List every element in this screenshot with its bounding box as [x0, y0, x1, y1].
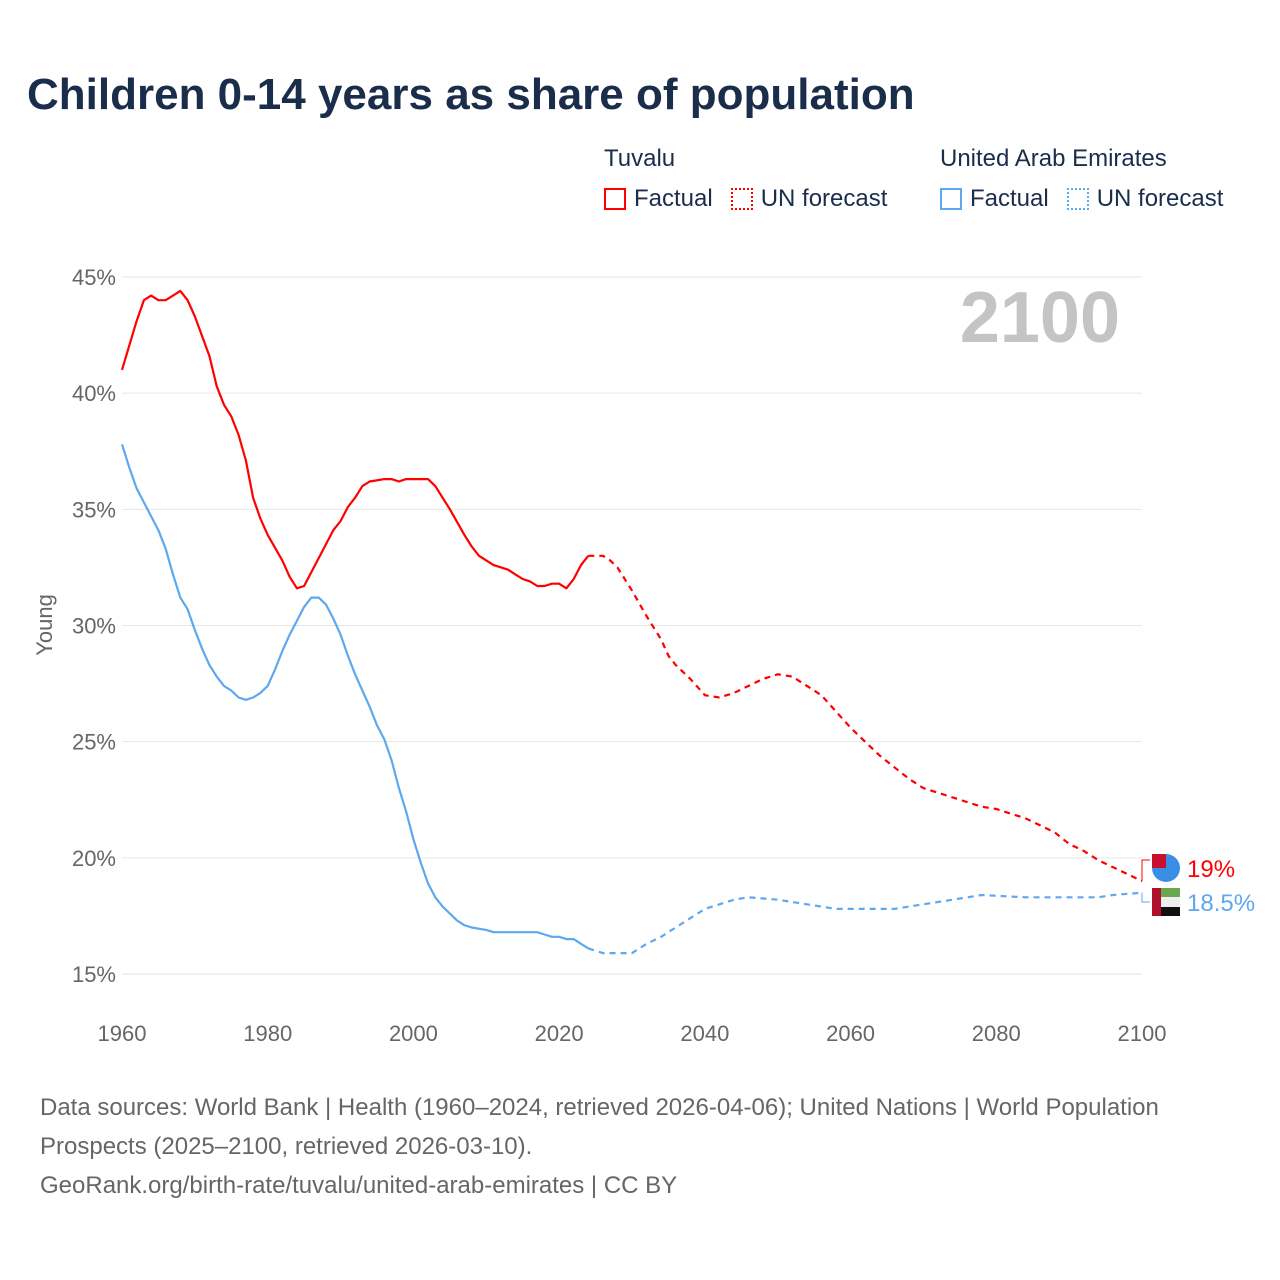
- legend-label-factual[interactable]: Factual: [970, 185, 1049, 212]
- x-tick-label: 2000: [389, 1021, 438, 1046]
- legend-label-forecast[interactable]: UN forecast: [760, 185, 888, 212]
- x-tick-label: 2060: [826, 1021, 875, 1046]
- legend-label-factual[interactable]: Factual: [634, 185, 713, 212]
- legend-tuvalu: Tuvalu Factual UN forecast: [604, 145, 905, 213]
- uae-flag-green: [1161, 888, 1180, 897]
- legend-swatch-factual[interactable]: [940, 188, 962, 210]
- y-tick-label: 20%: [72, 846, 116, 871]
- y-tick-label: 40%: [72, 381, 116, 406]
- uae-flag-red: [1152, 888, 1161, 916]
- series-line-forecast-1: [587, 891, 1143, 955]
- uae-flag-black: [1161, 907, 1180, 916]
- end-connector: [1141, 859, 1150, 882]
- x-tick-label: 2020: [535, 1021, 584, 1046]
- source-attribution[interactable]: GeoRank.org/birth-rate/tuvalu/united-ara…: [40, 1172, 678, 1199]
- series-line-factual-1: [120, 443, 589, 950]
- end-connector: [1141, 892, 1150, 903]
- source-line: Data sources: World Bank | Health (1960–…: [40, 1094, 1159, 1160]
- x-tick-label: 2080: [972, 1021, 1021, 1046]
- chart-title: Children 0-14 years as share of populati…: [27, 70, 915, 119]
- series-line-forecast-0: [588, 554, 1143, 883]
- y-tick-label: 25%: [72, 730, 116, 755]
- y-tick-label: 35%: [72, 497, 116, 522]
- year-label: 2100: [960, 278, 1120, 358]
- x-tick-label: 2040: [680, 1021, 729, 1046]
- legend-swatch-forecast[interactable]: [1066, 188, 1089, 210]
- y-tick-label: 30%: [72, 614, 116, 639]
- legend-swatch-factual[interactable]: [604, 188, 626, 210]
- tuvalu-flag-canton: [1152, 854, 1166, 868]
- x-tick-label: 2100: [1118, 1021, 1167, 1046]
- source-note: Data sources: World Bank | Health (1960–…: [40, 1088, 1160, 1205]
- end-value-label: 18.5%: [1187, 890, 1255, 917]
- legend-uae: United Arab Emirates Factual UN forecast: [940, 145, 1241, 213]
- y-tick-label: 45%: [72, 265, 116, 290]
- legend-group-name: United Arab Emirates: [940, 145, 1167, 172]
- y-axis-label: Young: [32, 594, 57, 656]
- y-tick-label: 15%: [72, 962, 116, 987]
- legend-swatch-forecast[interactable]: [730, 188, 753, 210]
- x-tick-label: 1960: [98, 1021, 147, 1046]
- series-line-factual-0: [120, 289, 590, 590]
- x-tick-label: 1980: [243, 1021, 292, 1046]
- legend-group-name: Tuvalu: [604, 145, 676, 172]
- legend-label-forecast[interactable]: UN forecast: [1096, 185, 1224, 212]
- end-value-label: 19%: [1187, 856, 1235, 883]
